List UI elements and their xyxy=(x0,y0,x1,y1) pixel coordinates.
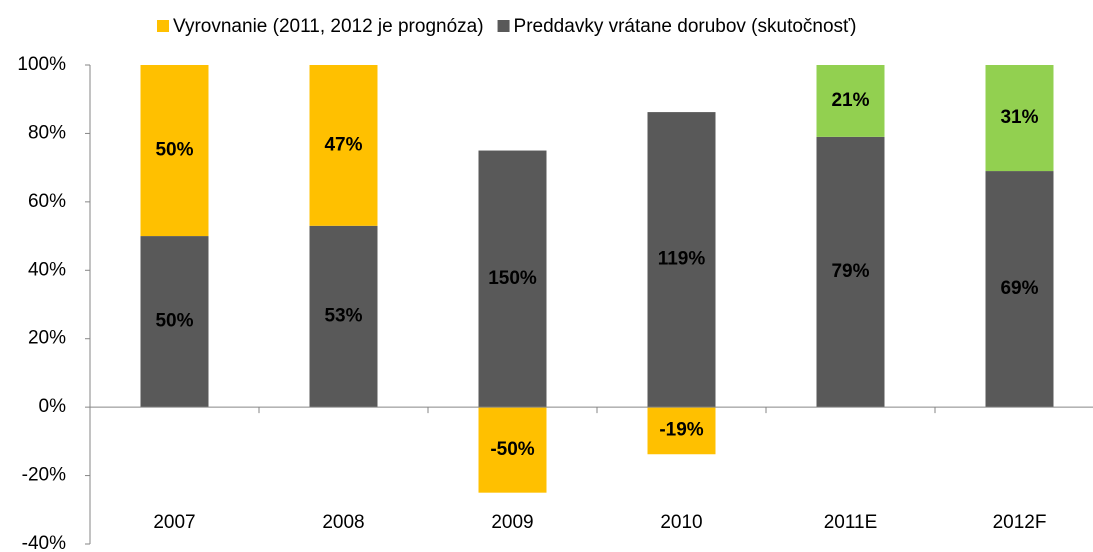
y-tick-label: -20% xyxy=(22,465,66,486)
bar xyxy=(816,136,885,408)
legend-label: Preddavky vrátane dorubov (skutočnosť) xyxy=(514,16,857,37)
legend-swatch xyxy=(497,20,510,32)
bar xyxy=(478,150,547,408)
bar xyxy=(647,112,716,408)
value-label: 150% xyxy=(488,268,537,289)
y-tick-label: 100% xyxy=(17,54,66,75)
x-tick-label: 2009 xyxy=(491,512,533,533)
value-label: 119% xyxy=(658,249,706,270)
y-tick-label: -40% xyxy=(22,533,66,552)
bar xyxy=(309,65,378,226)
value-label: 21% xyxy=(831,90,869,111)
bar xyxy=(140,65,209,237)
x-tick-label: 2008 xyxy=(322,512,364,533)
x-tick-label: 2007 xyxy=(153,512,195,533)
legend-label: Vyrovnanie (2011, 2012 je prognóza) xyxy=(173,16,484,37)
bar xyxy=(816,65,885,137)
legend-swatch xyxy=(157,20,169,32)
x-tick-label: 2011E xyxy=(824,512,878,533)
y-tick-label: 80% xyxy=(28,122,66,143)
bar xyxy=(647,407,716,455)
value-label: 31% xyxy=(1000,107,1038,128)
value-label: 47% xyxy=(324,134,362,155)
y-tick-label: 20% xyxy=(28,328,66,349)
bar xyxy=(985,65,1054,172)
x-tick-label: 2010 xyxy=(660,512,702,533)
value-label: 50% xyxy=(155,311,193,332)
value-label: -50% xyxy=(490,439,534,460)
value-label: 53% xyxy=(324,305,362,326)
x-tick-label: 2012F xyxy=(993,512,1047,533)
y-tick-label: 40% xyxy=(28,259,66,280)
value-label: 69% xyxy=(1000,278,1038,299)
bar xyxy=(478,407,547,493)
y-tick-label: 60% xyxy=(28,191,66,212)
bar xyxy=(309,225,378,408)
bar xyxy=(140,236,209,408)
value-label: -19% xyxy=(659,420,703,441)
y-tick-label: 0% xyxy=(39,396,67,417)
value-label: 50% xyxy=(155,140,193,161)
value-label: 79% xyxy=(831,261,869,282)
bar xyxy=(985,171,1054,408)
